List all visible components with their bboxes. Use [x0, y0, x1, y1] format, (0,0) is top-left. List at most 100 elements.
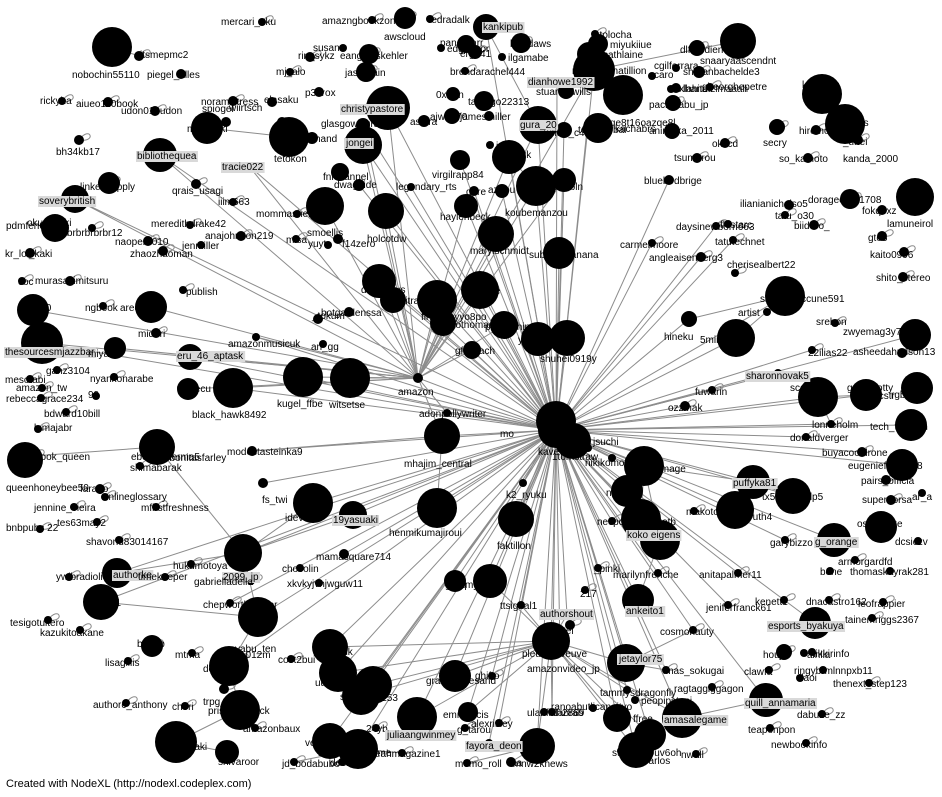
node-dorageorge1708[interactable] — [840, 189, 860, 209]
node-punkbln[interactable] — [552, 168, 576, 192]
node-ebonitasterma5[interactable] — [139, 429, 175, 465]
node-ilianianicholsofy[interactable] — [784, 200, 794, 210]
node-ffree[interactable] — [603, 704, 631, 732]
node-onlineglossary[interactable] — [101, 493, 109, 501]
node-ebonitasfarley[interactable] — [154, 453, 162, 461]
node-gheorghepetre[interactable] — [706, 83, 714, 91]
node-piegel_alles[interactable] — [176, 69, 186, 79]
node-kenett1[interactable] — [780, 596, 788, 604]
node-miyukiiue[interactable] — [588, 34, 608, 54]
node-dore[interactable] — [469, 186, 479, 196]
node-g_tarou[interactable] — [461, 724, 469, 732]
node-1012m[interactable] — [232, 655, 242, 665]
node-ranoabutlicanaityo[interactable] — [589, 704, 597, 712]
node-redradalk[interactable] — [426, 15, 434, 23]
node-aa[interactable] — [506, 757, 516, 767]
node-hbdd80[interactable] — [17, 294, 49, 326]
node-susan[interactable] — [339, 44, 347, 52]
node-garybizzo[interactable] — [781, 536, 789, 544]
node-clawfa[interactable] — [765, 666, 773, 674]
node-elasaku[interactable] — [267, 97, 277, 107]
node-yeahmagazine1[interactable] — [398, 749, 406, 757]
node-hineku[interactable] — [681, 311, 697, 327]
node-witsetse[interactable] — [330, 358, 370, 398]
node-erga41[interactable] — [468, 45, 482, 59]
node-black_hawk8492[interactable] — [213, 368, 253, 408]
node-b1hub[interactable] — [141, 635, 163, 657]
node-mommashelps[interactable] — [293, 210, 301, 218]
node-tech_tandem[interactable] — [895, 409, 927, 441]
node-nobochin55110[interactable] — [92, 27, 132, 67]
node-dcsiczv[interactable] — [914, 537, 922, 545]
node-zhaozhaoman[interactable] — [158, 246, 168, 256]
node-timekeeper[interactable] — [161, 573, 169, 581]
node-fil7xklmyyo8po[interactable] — [417, 280, 457, 320]
node-aiueo110book[interactable] — [103, 97, 113, 107]
node-biidoro_[interactable] — [809, 220, 819, 230]
node-p3drox[interactable] — [314, 87, 324, 97]
node-jamesmiller[interactable] — [484, 111, 494, 121]
node-lucydaws[interactable] — [511, 33, 531, 53]
node-tes63may2[interactable] — [93, 518, 101, 526]
node-newbookinfo[interactable] — [802, 739, 810, 747]
node-murayuki[interactable] — [191, 112, 223, 144]
node-necpc_pc[interactable] — [608, 517, 616, 525]
node-amazonvideo_jp[interactable] — [532, 622, 570, 660]
node-tatu_o30[interactable] — [781, 211, 789, 219]
node-nikikomolism[interactable] — [608, 454, 616, 462]
node-unei[interactable] — [852, 134, 862, 144]
node-bene[interactable] — [826, 567, 834, 575]
node-f14zero[interactable] — [333, 234, 343, 244]
node-artist[interactable] — [763, 308, 771, 316]
node-rickyha[interactable] — [58, 97, 66, 105]
node-mhajim_central[interactable] — [424, 418, 460, 454]
node-ulanrab[interactable] — [540, 708, 548, 716]
node-imas_sokugai[interactable] — [662, 666, 670, 674]
node-kaito0996[interactable] — [899, 247, 909, 257]
node-ashira[interactable] — [418, 115, 430, 127]
node-shimabarak[interactable] — [136, 462, 144, 470]
node-0xfran[interactable] — [446, 87, 460, 101]
node-tesigotuitero[interactable] — [44, 616, 52, 624]
node-momo_roll[interactable] — [463, 759, 471, 767]
node-suberu_banana[interactable] — [543, 237, 575, 269]
node-pinki[interactable] — [594, 564, 602, 572]
node-ttsignal1[interactable] — [517, 601, 525, 609]
node-ainlia[interactable] — [808, 648, 816, 656]
node-murasakimitsuru[interactable] — [65, 276, 75, 286]
node-2099_jp[interactable] — [224, 534, 262, 572]
node-naxlahito[interactable] — [667, 85, 675, 93]
node-tamago22313[interactable] — [474, 91, 494, 111]
node-cheri[interactable] — [181, 702, 189, 710]
node-angleaisenberg3[interactable] — [696, 252, 706, 262]
node-juliaangwinmey[interactable] — [397, 697, 437, 737]
node-chand[interactable] — [306, 132, 318, 144]
node-kaakaaat_anime[interactable] — [338, 729, 378, 769]
node-cost2bui[interactable] — [287, 655, 295, 663]
node-anitapalmer11[interactable] — [734, 569, 742, 577]
node-tainemriggs2367[interactable] — [868, 614, 876, 622]
node-tatutechnet[interactable] — [729, 236, 737, 244]
node-botgardenssa[interactable] — [344, 307, 354, 317]
node-gto5[interactable] — [877, 231, 887, 241]
node-chepworthauthor[interactable] — [226, 599, 234, 607]
node-kazukitoakane[interactable] — [76, 626, 84, 634]
node-pozujo1[interactable] — [83, 584, 119, 620]
node-tei[interactable] — [565, 620, 575, 630]
node-holcotdw[interactable] — [368, 193, 404, 229]
node-misa[interactable] — [292, 235, 300, 243]
node-makoto_sa[interactable] — [690, 507, 698, 515]
node-awscloud[interactable] — [394, 7, 416, 29]
node-belgrove[interactable] — [461, 271, 499, 309]
node-cgilferrara[interactable] — [672, 64, 680, 72]
node-publish[interactable] — [179, 286, 187, 294]
node-daoi[interactable] — [796, 674, 804, 682]
node-tsumorou[interactable] — [692, 153, 702, 163]
node-hukumotoya[interactable] — [187, 560, 195, 568]
node-24yb[interactable] — [372, 724, 380, 732]
node-itsmepmc2[interactable] — [134, 51, 144, 61]
node-goingpotty[interactable] — [850, 379, 882, 411]
node-carmelmoore[interactable] — [648, 239, 656, 247]
node-tokum[interactable] — [313, 314, 323, 324]
node-udon019udon[interactable] — [150, 106, 160, 116]
